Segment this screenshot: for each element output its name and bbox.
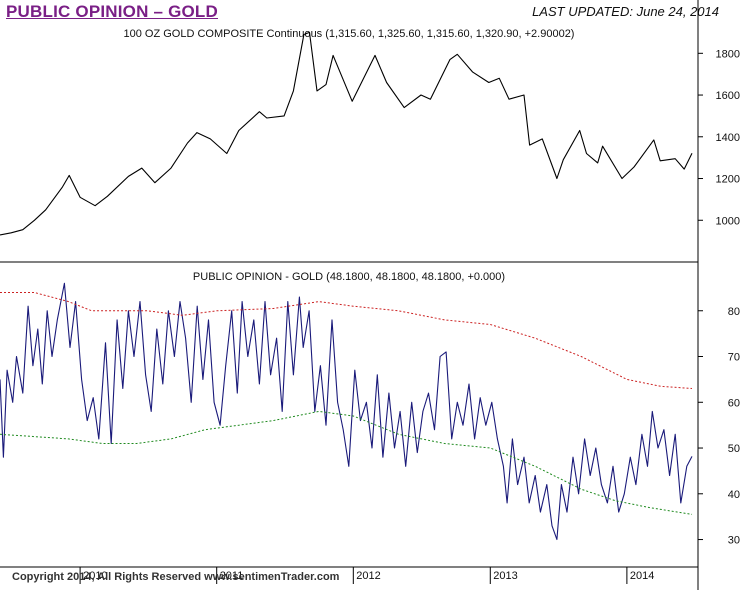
page-title: PUBLIC OPINION – GOLD — [6, 2, 218, 21]
x-tick-label: 2010 — [83, 570, 107, 582]
y-tick-label: 1400 — [716, 132, 740, 144]
series-line-2-2 — [0, 292, 693, 389]
copyright-notice: Copyright 2014, All Rights Reserved www.… — [12, 571, 340, 583]
y-tick-label: 1800 — [716, 48, 740, 60]
x-tick-label: 2012 — [356, 570, 380, 582]
panel-title: PUBLIC OPINION - GOLD (48.1800, 48.1800,… — [193, 271, 505, 283]
y-tick-label: 1200 — [716, 174, 740, 186]
last-updated-label: LAST UPDATED: — [532, 4, 633, 19]
y-tick-label: 40 — [728, 489, 740, 501]
y-tick-label: 50 — [728, 443, 740, 455]
y-tick-label: 70 — [728, 352, 740, 364]
x-tick-label: 2014 — [630, 570, 654, 582]
y-tick-label: 1000 — [716, 215, 740, 227]
series-line-1-1 — [0, 31, 693, 236]
y-tick-label: 30 — [728, 535, 740, 547]
y-tick-label: 80 — [728, 306, 740, 318]
x-tick-label: 2013 — [493, 570, 517, 582]
series-line-2-1 — [0, 282, 693, 541]
y-tick-label: 60 — [728, 397, 740, 409]
x-tick-label: 2011 — [220, 570, 244, 582]
panel-title: 100 OZ GOLD COMPOSITE Continuous (1,315.… — [124, 28, 575, 40]
y-tick-label: 1600 — [716, 90, 740, 102]
